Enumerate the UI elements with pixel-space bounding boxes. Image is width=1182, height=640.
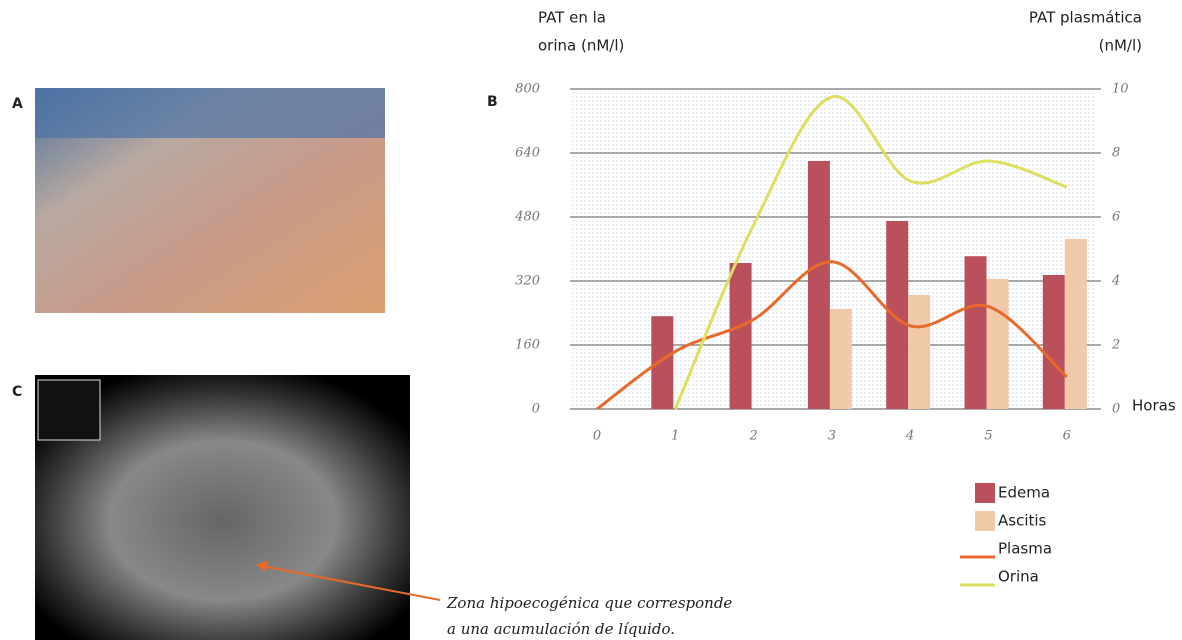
y-tick-label: 800 xyxy=(515,82,540,97)
bar xyxy=(1043,275,1065,409)
bar xyxy=(987,279,1009,409)
y-axis-label: orina (nM/l) xyxy=(538,37,624,55)
y-tick-label: 160 xyxy=(515,338,540,353)
legend-label: Orina xyxy=(998,568,1039,586)
y2-tick-label: 10 xyxy=(1112,82,1129,97)
photo-c-overlay xyxy=(38,380,100,440)
y2-tick-label: 8 xyxy=(1112,146,1120,161)
annotation: Zona hipoecogénica que corresponde xyxy=(446,594,732,612)
y-tick-label: 640 xyxy=(515,146,540,161)
y2-axis-label: PAT plasmática xyxy=(1029,9,1142,27)
y-tick-label: 320 xyxy=(515,274,540,289)
x-tick-label: 4 xyxy=(905,429,914,444)
x-tick-label: 5 xyxy=(984,429,992,444)
bar xyxy=(808,161,830,409)
annotation: a una acumulación de líquido. xyxy=(447,620,675,638)
legend-swatch xyxy=(975,483,995,503)
legend-label: Plasma xyxy=(998,540,1052,558)
y2-tick-label: 2 xyxy=(1111,338,1120,353)
y2-tick-label: 6 xyxy=(1112,210,1120,225)
bar xyxy=(651,316,673,409)
bar xyxy=(830,309,852,409)
x-axis-label: Horas xyxy=(1132,397,1176,415)
panel-label: C xyxy=(12,384,22,400)
x-tick-label: 0 xyxy=(593,429,601,444)
y2-tick-label: 4 xyxy=(1111,274,1120,289)
x-tick-label: 6 xyxy=(1063,429,1071,444)
bar xyxy=(1065,239,1087,409)
panel-label: B xyxy=(487,94,498,110)
y-tick-label: 480 xyxy=(514,210,540,225)
legend-label: Edema xyxy=(998,484,1050,502)
bar xyxy=(965,256,987,409)
y-tick-label: 0 xyxy=(532,402,540,417)
bar xyxy=(730,263,752,409)
x-tick-label: 3 xyxy=(828,429,836,444)
photo-a-sky xyxy=(35,88,385,138)
x-tick-label: 1 xyxy=(671,429,679,444)
panel-label: A xyxy=(12,96,23,112)
x-tick-label: 2 xyxy=(748,429,757,444)
y-axis-label: PAT en la xyxy=(538,9,606,27)
bar xyxy=(908,295,930,409)
y2-axis-label: (nM/l) xyxy=(1099,37,1142,55)
figure: A C B Zona hipoecogénica que corresponde… xyxy=(0,0,1182,640)
legend-label: Ascitis xyxy=(998,512,1047,530)
y2-tick-label: 0 xyxy=(1112,402,1120,417)
legend-swatch xyxy=(975,511,995,531)
bar xyxy=(886,221,908,409)
